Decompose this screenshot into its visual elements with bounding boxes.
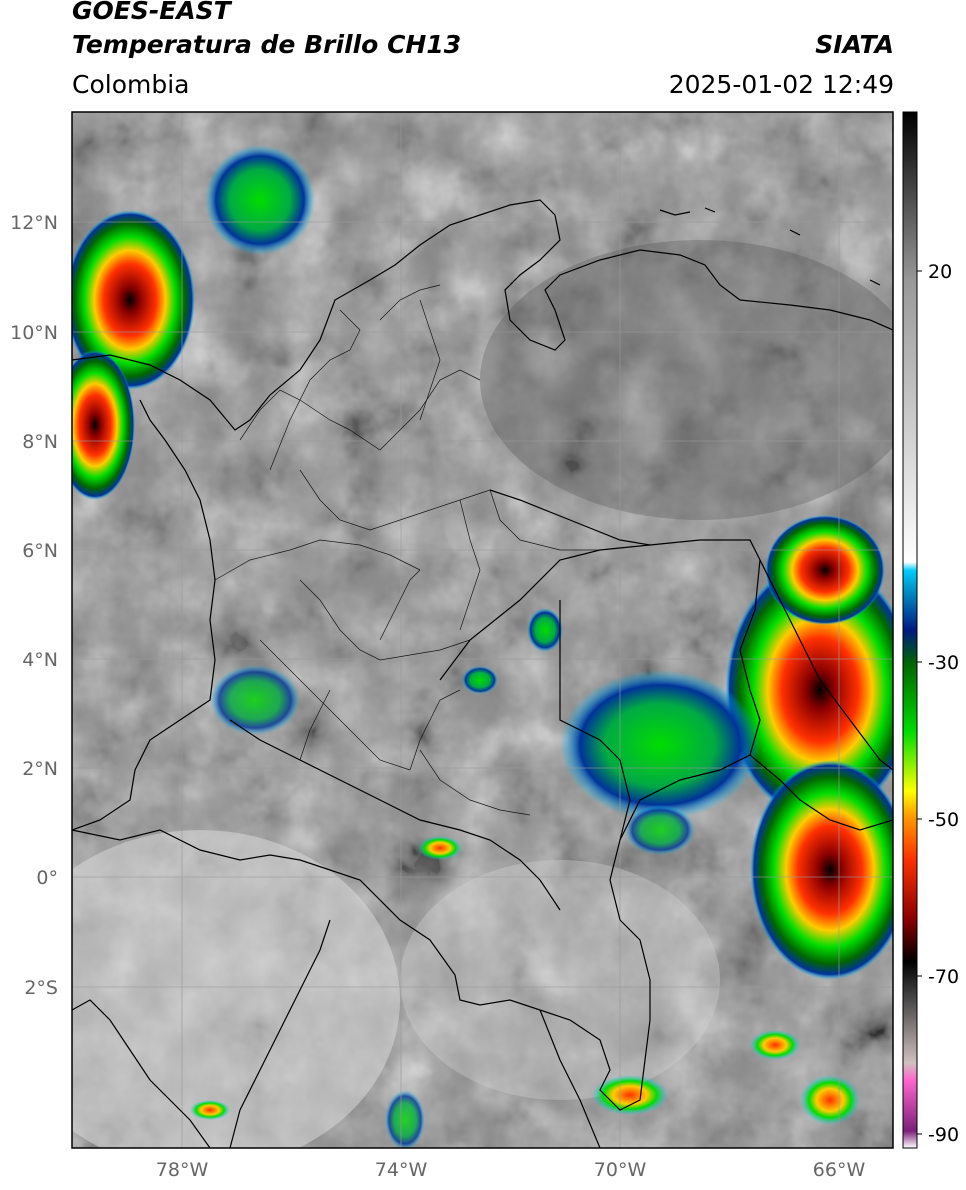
colorbar-tick-label: -50 [928, 809, 959, 831]
region-label: Colombia [72, 70, 190, 99]
map-frame [71, 111, 894, 1149]
lat-label: 10°N [10, 322, 58, 344]
colorbar-tick-label: -70 [928, 966, 959, 988]
colorbar: 20 -30 -50 -70 -90 [902, 111, 959, 1149]
map-imagery [72, 112, 893, 1148]
colorbar-gradient [902, 111, 918, 1149]
country-borders [72, 199, 893, 1148]
colorbar-tick-label: -30 [928, 652, 959, 674]
department-boundaries [214, 284, 600, 816]
product-title: Temperatura de Brillo CH13 [72, 30, 462, 59]
lat-label: 12°N [10, 212, 58, 234]
lat-label: 8°N [22, 431, 58, 453]
storm-cells [72, 145, 893, 1148]
lat-label: 0° [36, 867, 58, 889]
datetime-label: 2025-01-02 12:49 [668, 70, 894, 99]
lon-label: 70°W [594, 1159, 647, 1181]
latitude-labels: 12°N 10°N 8°N 6°N 4°N 2°N 0° 2°S [10, 212, 58, 999]
colorbar-tick-label: 20 [928, 261, 952, 283]
colorbar-tick-label: -90 [928, 1124, 959, 1146]
satellite-title: GOES-EAST [72, 0, 231, 25]
lat-label: 6°N [22, 540, 58, 562]
lat-label: 2°N [22, 758, 58, 780]
lat-label: 2°S [24, 977, 58, 999]
lat-label: 4°N [22, 649, 58, 671]
lon-label: 66°W [813, 1159, 866, 1181]
longitude-labels: 78°W 74°W 70°W 66°W [156, 1159, 866, 1181]
lon-label: 74°W [375, 1159, 428, 1181]
lon-label: 78°W [156, 1159, 209, 1181]
map-gridlines [72, 112, 893, 1148]
organization-label: SIATA [815, 30, 894, 59]
